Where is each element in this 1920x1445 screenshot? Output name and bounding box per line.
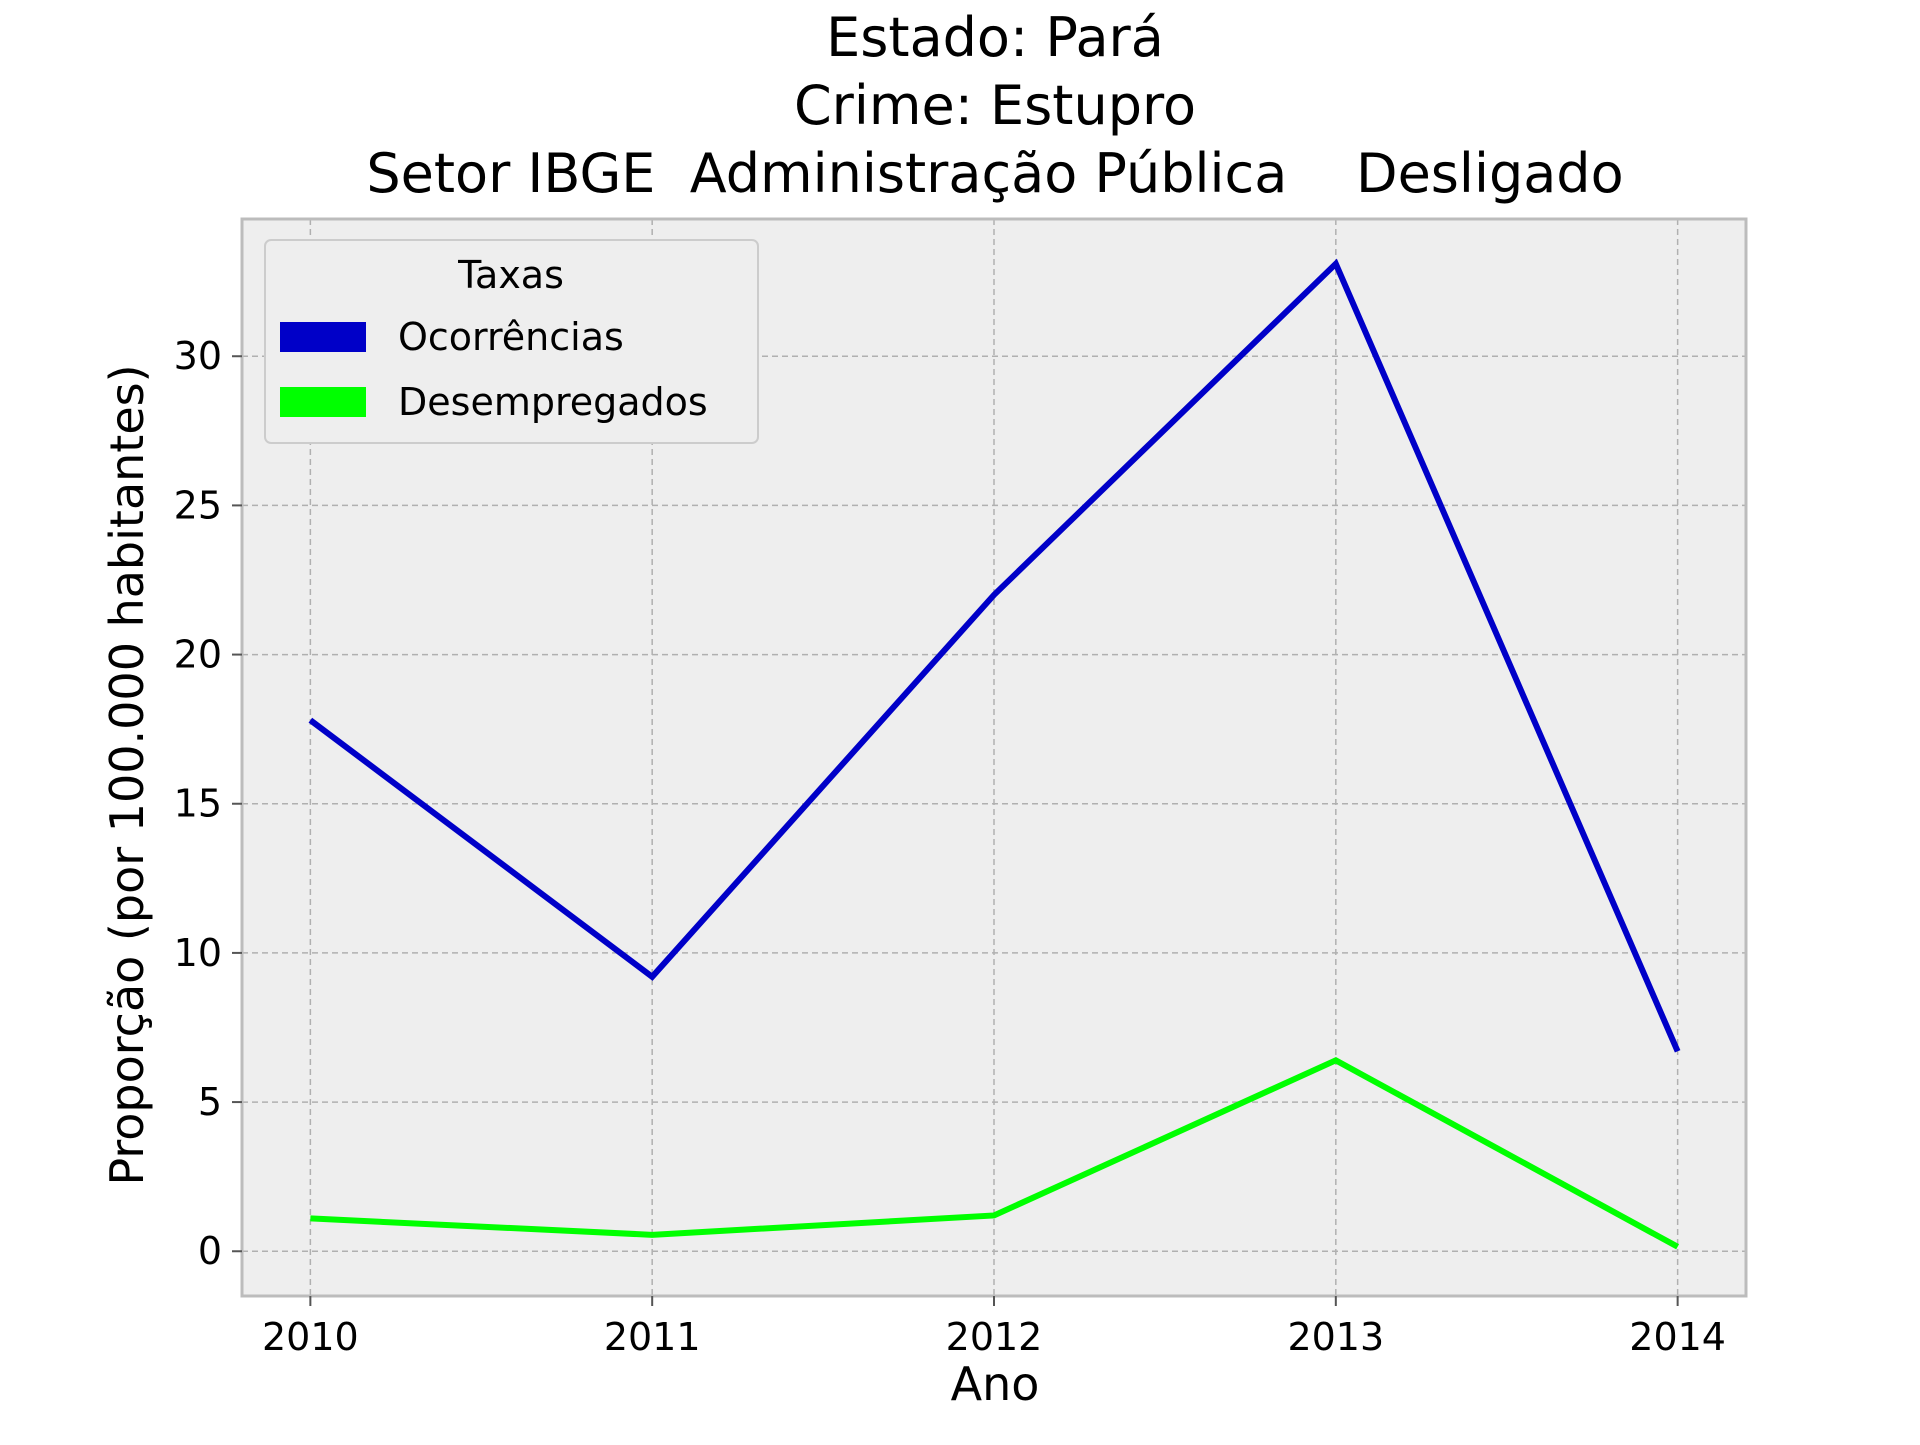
x-tick-label: 2014	[1629, 1315, 1726, 1359]
y-tick-label: 20	[174, 633, 222, 677]
y-tick-label: 30	[174, 334, 222, 378]
title-line-3: Setor IBGE Administração Pública Desliga…	[366, 142, 1623, 205]
legend: Taxas Ocorrências Desempregados	[264, 239, 759, 444]
y-tick-label: 0	[198, 1229, 222, 1273]
y-axis: 0 5 10 15 20 25 30	[174, 334, 242, 1273]
x-tick-label: 2012	[946, 1315, 1043, 1359]
legend-title: Taxas	[457, 253, 564, 297]
y-tick-label: 5	[198, 1080, 222, 1124]
legend-box	[264, 239, 759, 444]
series-line-ocorrencias	[308, 258, 1681, 1053]
legend-swatch-ocorrencias	[280, 322, 366, 352]
chart-title: Estado: Pará Crime: Estupro Setor IBGE A…	[366, 6, 1623, 205]
x-axis: 2010 2011 2012 2013 2014	[262, 1296, 1726, 1359]
y-axis-label: Proporção (por 100.000 habitantes)	[100, 364, 154, 1185]
title-line-2: Crime: Estupro	[794, 74, 1196, 137]
x-axis-label: Ano	[951, 1357, 1040, 1411]
series-line-desempregados	[310, 1056, 1680, 1250]
y-tick-label: 10	[174, 931, 222, 975]
y-tick-label: 15	[174, 782, 222, 826]
x-tick-label: 2011	[604, 1315, 701, 1359]
series-layer	[308, 258, 1681, 1250]
legend-label-ocorrencias: Ocorrências	[398, 315, 624, 359]
y-tick-label: 25	[174, 483, 222, 527]
title-line-1: Estado: Pará	[826, 6, 1164, 69]
legend-swatch-desempregados	[280, 387, 366, 417]
legend-label-desempregados: Desempregados	[398, 380, 708, 424]
x-tick-label: 2010	[262, 1315, 359, 1359]
x-tick-label: 2013	[1287, 1315, 1384, 1359]
